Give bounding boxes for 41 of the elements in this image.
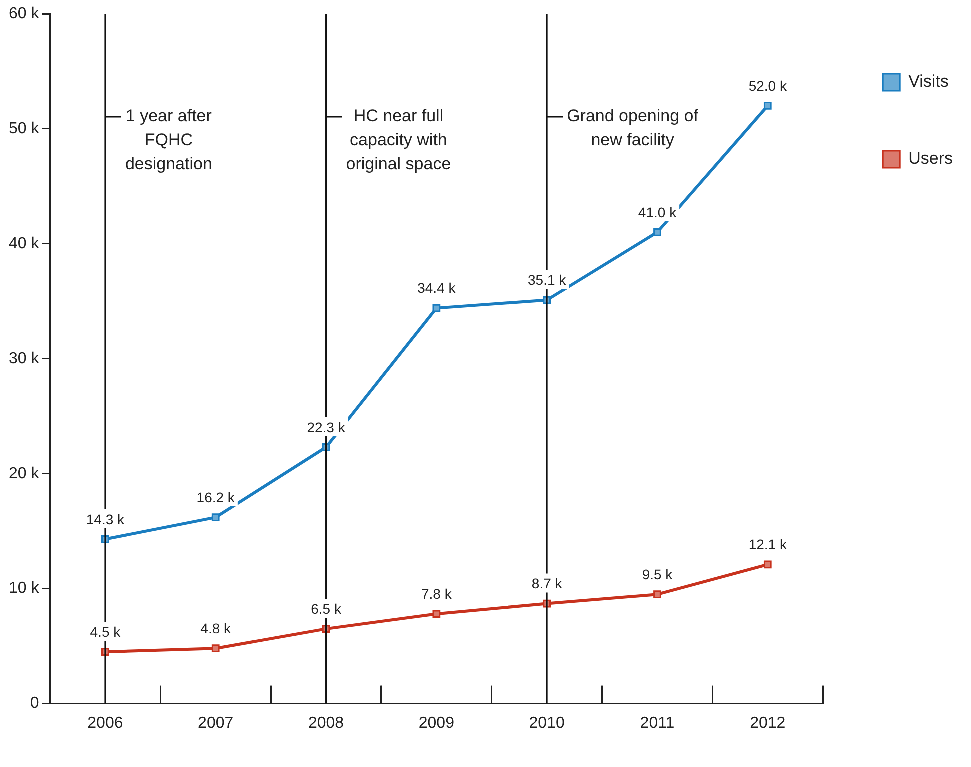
y-tick-label: 20 k [8,465,40,482]
point [764,102,772,110]
x-tick-label: 2012 [750,714,786,732]
legend-label: Users [908,149,954,168]
data-label: 34.4 k [418,280,457,296]
y-tick-label: 0 [30,695,40,712]
x-tick-label: 2011 [640,714,675,732]
data-label: 8.7 k [532,576,564,592]
data-label: 4.8 k [200,620,232,636]
data-label: 14.3 k [86,511,126,528]
data-label: 52.0 k [748,78,788,94]
ref-line-label: 1 year after FQHC designation [125,106,212,174]
data-label: 9.5 k [642,566,674,582]
point [432,304,441,312]
x-tick-label: 2007 [198,714,234,732]
ref-line-label: HC near full capacity with original space [346,106,452,174]
y-tick-label: 40 k [8,235,40,252]
point [654,228,662,236]
point [212,514,220,522]
point [432,610,441,618]
data-label: 22.3 k [307,419,346,436]
y-tick-label: 60 k [8,5,40,22]
y-tick-label: 30 k [8,350,40,368]
data-label: 41.0 k [638,204,678,220]
data-label: 16.2 k [196,489,236,506]
y-tick-label: 10 k [8,580,40,598]
data-label: 7.8 k [421,586,453,602]
y-tick-label: 50 k [8,120,40,138]
point [654,590,662,599]
legend-label: Visits [908,72,949,92]
data-label: 12.1 k [748,536,788,553]
x-tick-label: 2010 [529,714,565,732]
x-tick-label: 2009 [418,714,455,732]
ref-line-label: Grand opening of new facility [567,106,699,150]
data-label: 4.5 k [90,624,122,640]
point [764,560,772,569]
x-tick-label: 2006 [88,714,124,732]
x-tick-label: 2008 [308,714,344,732]
data-label: 6.5 k [311,600,342,617]
data-label: 35.1 k [528,272,568,288]
point [212,644,220,653]
